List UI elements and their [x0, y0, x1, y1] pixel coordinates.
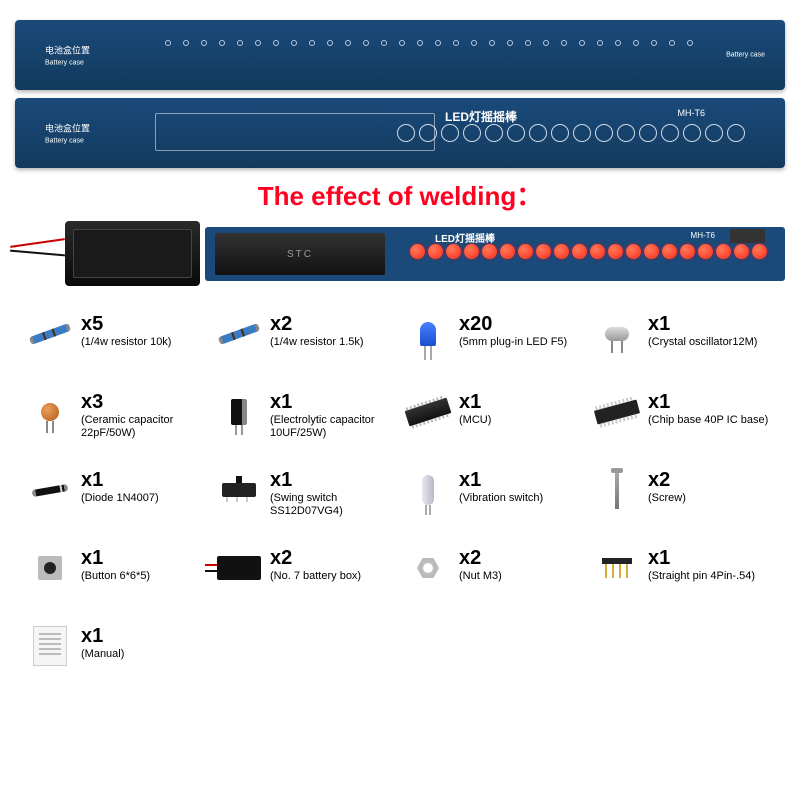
part-item: x1 (Diode 1N4007) [25, 465, 208, 537]
part-item: x1 (Manual) [25, 621, 208, 693]
pcb-right-label: Battery case [726, 52, 765, 59]
part-desc: (1/4w resistor 10k) [81, 336, 171, 349]
part-icon [592, 543, 642, 593]
part-icon [25, 387, 75, 437]
part-icon [25, 621, 75, 671]
part-icon [214, 465, 264, 515]
part-desc: (MCU) [459, 414, 491, 427]
part-qty: x1 [648, 313, 757, 336]
part-item: x3 (Ceramic capacitor 22pF/50W) [25, 387, 208, 459]
part-qty: x2 [459, 547, 502, 570]
part-item: x20 (5mm plug-in LED F5) [403, 309, 586, 381]
part-desc: (1/4w resistor 1.5k) [270, 336, 364, 349]
pcb-led-pads [397, 124, 745, 142]
part-qty: x20 [459, 313, 567, 336]
assembled-board: STC LED灯摇摇棒 MH-T6 [15, 219, 785, 289]
part-item: x1 (Vibration switch) [403, 465, 586, 537]
part-desc: (Ceramic capacitor 22pF/50W) [81, 414, 208, 439]
part-desc: (Diode 1N4007) [81, 492, 159, 505]
part-qty: x1 [270, 391, 397, 414]
part-desc: (Electrolytic capacitor 10UF/25W) [270, 414, 397, 439]
part-item: x1 (Electrolytic capacitor 10UF/25W) [214, 387, 397, 459]
part-item: x1 (Chip base 40P IC base) [592, 387, 775, 459]
part-icon [592, 387, 642, 437]
part-icon [25, 309, 75, 359]
part-item: x2 (No. 7 battery box) [214, 543, 397, 615]
led-row [410, 244, 767, 259]
part-item: x1 (Button 6*6*5) [25, 543, 208, 615]
part-desc: (Straight pin 4Pin-.54) [648, 570, 755, 583]
mcu-chip: STC [215, 233, 385, 275]
part-desc: (No. 7 battery box) [270, 570, 361, 583]
part-item: x2 (1/4w resistor 1.5k) [214, 309, 397, 381]
battery-holder [65, 221, 200, 286]
part-icon [214, 309, 264, 359]
part-desc: (Chip base 40P IC base) [648, 414, 768, 427]
part-qty: x1 [459, 391, 491, 414]
part-icon [403, 309, 453, 359]
part-icon [403, 465, 453, 515]
pcb-title: LED灯摇摇棒 [445, 108, 517, 125]
pcb-top-view: 电池盒位置 Battery case Battery case [15, 20, 785, 90]
pcb-left-label: 电池盒位置 Battery case [45, 122, 90, 145]
part-qty: x1 [81, 625, 124, 648]
part-desc: (Swing switch SS12D07VG4) [270, 492, 397, 517]
part-item: x1 (Crystal oscillator12M) [592, 309, 775, 381]
part-qty: x2 [270, 313, 364, 336]
part-icon [25, 543, 75, 593]
part-item: x1 (Straight pin 4Pin-.54) [592, 543, 775, 615]
wire-black [10, 250, 65, 257]
part-icon [592, 465, 642, 515]
part-item: x1 (Swing switch SS12D07VG4) [214, 465, 397, 537]
pcb-board-1: 电池盒位置 Battery case Battery case [15, 20, 785, 90]
part-desc: (Screw) [648, 492, 686, 505]
assembled-title: LED灯摇摇棒 [435, 230, 495, 245]
part-qty: x3 [81, 391, 208, 414]
wires [10, 234, 70, 264]
pcb-ic-outline [155, 113, 435, 151]
pcb-model-label: MH-T6 [678, 108, 706, 118]
part-icon [214, 543, 264, 593]
part-item: x2 (Nut M3) [403, 543, 586, 615]
part-qty: x1 [81, 547, 150, 570]
assembled-switch [730, 229, 765, 243]
part-desc: (Button 6*6*5) [81, 570, 150, 583]
pcb-left-label: 电池盒位置 Battery case [45, 44, 90, 67]
pcb-pad-row [165, 40, 693, 46]
pcb-board-2: 电池盒位置 Battery case LED灯摇摇棒 MH-T6 [15, 98, 785, 168]
part-item: x1 (MCU) [403, 387, 586, 459]
part-icon [403, 387, 453, 437]
part-icon [214, 387, 264, 437]
welding-title: The effect of welding： [15, 176, 785, 213]
part-item: x5 (1/4w resistor 10k) [25, 309, 208, 381]
part-qty: x1 [81, 469, 159, 492]
part-qty: x1 [648, 391, 768, 414]
part-qty: x1 [270, 469, 397, 492]
part-icon [25, 465, 75, 515]
part-desc: (Manual) [81, 648, 124, 661]
part-qty: x2 [648, 469, 686, 492]
part-qty: x2 [270, 547, 361, 570]
part-qty: x5 [81, 313, 171, 336]
part-desc: (Vibration switch) [459, 492, 543, 505]
part-desc: (5mm plug-in LED F5) [459, 336, 567, 349]
part-icon [403, 543, 453, 593]
part-desc: (Crystal oscillator12M) [648, 336, 757, 349]
part-desc: (Nut M3) [459, 570, 502, 583]
part-qty: x1 [459, 469, 543, 492]
assembled-model: MH-T6 [691, 231, 715, 240]
part-qty: x1 [648, 547, 755, 570]
part-icon [592, 309, 642, 359]
pcb-bottom-view: 电池盒位置 Battery case LED灯摇摇棒 MH-T6 [15, 98, 785, 168]
wire-red [10, 238, 65, 248]
parts-list: x5 (1/4w resistor 10k) x2 (1/4w resistor… [15, 309, 785, 693]
part-item: x2 (Screw) [592, 465, 775, 537]
